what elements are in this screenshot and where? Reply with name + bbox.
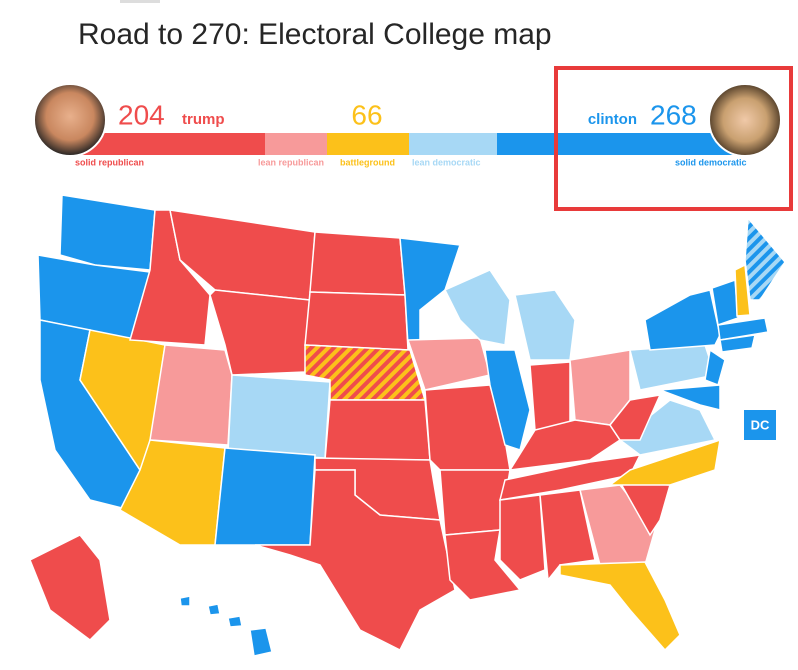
segment-solid-republican <box>72 133 265 155</box>
header-rule <box>120 0 160 3</box>
highlight-box <box>554 66 793 211</box>
state[interactable] <box>618 399 717 456</box>
state[interactable] <box>304 291 409 351</box>
legend-label: battleground <box>340 157 395 167</box>
clinton-photo <box>708 83 782 157</box>
state[interactable] <box>717 317 769 341</box>
battleground-votes: 66 <box>351 99 382 130</box>
clinton-name: clinton <box>588 111 637 128</box>
scoreboard-bar <box>72 133 747 155</box>
legend-label: lean republican <box>258 157 324 167</box>
page-title: Road to 270: Electoral College map <box>78 18 552 51</box>
state[interactable] <box>179 595 191 607</box>
state[interactable] <box>659 384 721 411</box>
segment-lean-republican <box>265 133 327 155</box>
state[interactable] <box>609 394 662 441</box>
state[interactable] <box>484 349 531 451</box>
state[interactable] <box>579 484 656 566</box>
state[interactable] <box>29 534 111 641</box>
state[interactable] <box>499 494 546 581</box>
state[interactable] <box>249 627 273 657</box>
segment-battleground <box>327 133 409 155</box>
state[interactable] <box>207 603 221 616</box>
legend-label: lean democratic <box>412 157 481 167</box>
state[interactable] <box>711 278 739 327</box>
clinton-votes: 268 <box>650 99 697 130</box>
state[interactable] <box>514 289 576 361</box>
state[interactable] <box>539 489 596 582</box>
state[interactable] <box>559 561 681 652</box>
state[interactable] <box>227 374 331 459</box>
state[interactable] <box>59 194 156 271</box>
legend-label: solid democratic <box>675 157 747 167</box>
state[interactable] <box>529 361 571 431</box>
trump-photo <box>33 83 107 157</box>
state[interactable] <box>227 615 243 628</box>
state[interactable] <box>443 269 511 346</box>
state[interactable] <box>214 447 316 546</box>
trump-votes: 204 <box>118 99 165 130</box>
legend-label: solid republican <box>75 157 144 167</box>
state[interactable] <box>324 399 431 461</box>
us-map <box>29 194 786 657</box>
state[interactable] <box>734 263 751 317</box>
state[interactable] <box>719 334 756 353</box>
trump-name: trump <box>182 111 225 128</box>
state[interactable] <box>744 216 786 301</box>
state[interactable] <box>149 344 233 446</box>
dc-label: DC <box>751 417 770 432</box>
state[interactable] <box>607 438 721 486</box>
state[interactable] <box>644 289 721 351</box>
dc-box <box>744 410 776 440</box>
state[interactable] <box>629 344 716 391</box>
state[interactable] <box>254 469 456 652</box>
state[interactable] <box>309 231 406 296</box>
segment-lean-democratic <box>409 133 497 155</box>
state[interactable] <box>399 237 462 347</box>
segment-solid-democratic <box>497 133 747 155</box>
